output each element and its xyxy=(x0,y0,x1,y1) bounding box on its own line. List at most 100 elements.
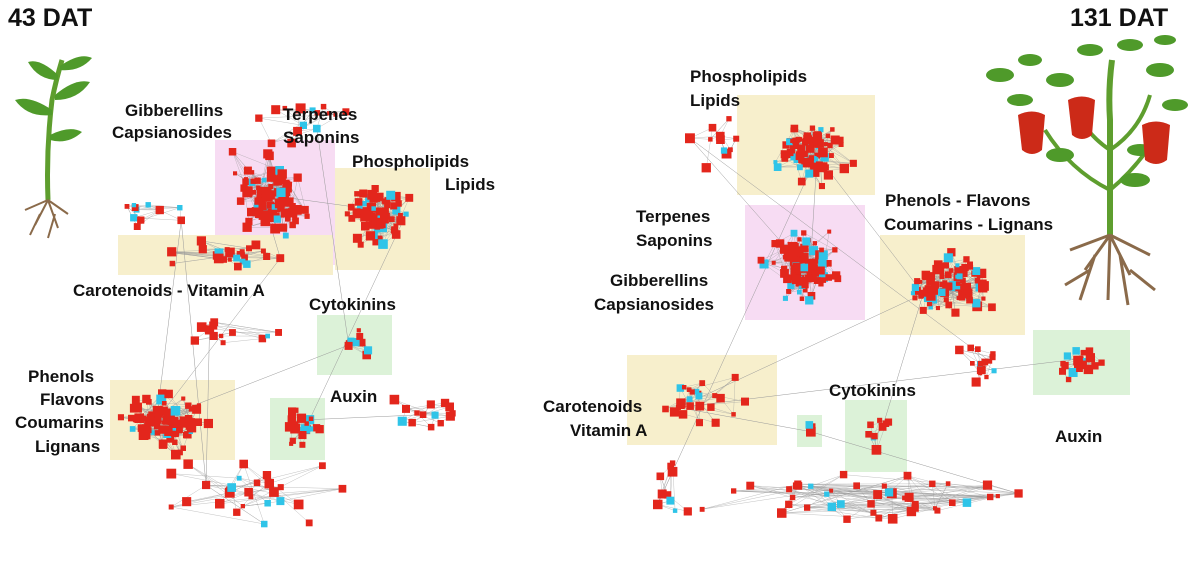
network-node xyxy=(978,371,983,376)
network-node xyxy=(198,245,207,254)
network-node xyxy=(169,260,176,267)
network-edge xyxy=(243,463,265,525)
network-node xyxy=(731,373,739,381)
plant-leaf xyxy=(1154,35,1176,45)
network-node xyxy=(741,397,749,406)
label-line: Capsianosides xyxy=(112,123,232,142)
network-node xyxy=(819,247,824,253)
network-node xyxy=(808,142,814,148)
network-node xyxy=(137,424,146,432)
network-node xyxy=(354,198,363,206)
network-node xyxy=(947,248,956,257)
network-node xyxy=(117,414,124,421)
network-node xyxy=(300,205,309,214)
network-node xyxy=(176,427,183,434)
network-edge xyxy=(180,220,207,486)
network-node xyxy=(1078,360,1087,370)
network-edge xyxy=(382,210,397,245)
cluster-label-auxin: Auxin xyxy=(1055,427,1102,446)
network-node xyxy=(186,423,197,433)
network-edge xyxy=(678,407,811,432)
network-node xyxy=(810,162,817,169)
network-node xyxy=(164,412,172,421)
network-node xyxy=(154,422,161,430)
network-node xyxy=(802,287,808,293)
network-node xyxy=(695,419,703,427)
network-node xyxy=(943,253,953,263)
cluster-label-auxin: Auxin xyxy=(330,387,377,406)
plant-leaf xyxy=(1077,44,1103,56)
network-node xyxy=(315,425,324,434)
network-node xyxy=(726,116,732,122)
network-node xyxy=(248,494,254,500)
network-edge xyxy=(733,377,736,415)
network-node xyxy=(797,144,806,153)
label-line: Coumarins xyxy=(15,413,104,432)
network-node xyxy=(771,240,779,248)
network-node xyxy=(943,297,949,303)
label-line: Phenols - Flavons xyxy=(885,191,1030,210)
network-node xyxy=(800,263,809,272)
network-node xyxy=(220,340,226,346)
network-node xyxy=(177,216,185,225)
network-node xyxy=(371,185,379,193)
network-edge xyxy=(710,407,734,415)
network-node xyxy=(180,445,186,451)
network-node xyxy=(359,189,368,198)
network-edge xyxy=(810,486,991,498)
network-node xyxy=(1085,353,1095,363)
network-node xyxy=(299,121,307,129)
network-node xyxy=(792,263,803,273)
network-node xyxy=(365,216,372,222)
network-node xyxy=(667,462,674,470)
network-edge xyxy=(878,499,910,519)
network-node xyxy=(818,127,824,133)
network-node xyxy=(944,282,953,290)
network-node xyxy=(159,406,168,416)
panel-43-dat: 43 DAT Gibberellins Capsianosides Terpen… xyxy=(8,4,495,528)
network-node xyxy=(1072,347,1080,355)
network-node xyxy=(196,236,206,246)
network-node xyxy=(287,415,296,424)
cluster-label-phospholipids-lipids: Phospholipids Lipids xyxy=(352,152,495,194)
network-node xyxy=(853,482,860,490)
network-node xyxy=(273,179,280,186)
network-edge xyxy=(733,485,797,492)
network-node xyxy=(961,282,971,293)
network-node xyxy=(215,499,225,509)
network-node xyxy=(775,239,785,248)
network-node xyxy=(678,410,688,419)
network-edge xyxy=(750,485,874,514)
network-node xyxy=(685,133,695,144)
network-node xyxy=(806,263,814,271)
network-node xyxy=(227,483,236,492)
network-edge xyxy=(888,484,988,493)
network-node xyxy=(267,139,276,148)
label-line: Saponins xyxy=(283,128,360,147)
network-node xyxy=(808,267,814,273)
cluster-label-terpenes-saponins: Terpenes Saponins xyxy=(283,105,360,147)
network-node xyxy=(818,183,825,190)
network-node xyxy=(342,108,350,116)
network-node xyxy=(796,277,806,286)
network-node xyxy=(815,139,824,148)
network-node xyxy=(799,296,805,301)
network-node xyxy=(728,147,733,153)
network-node xyxy=(956,273,963,280)
network-node xyxy=(169,419,178,428)
plant-stem xyxy=(45,59,65,201)
network-edge xyxy=(807,507,879,519)
network-node xyxy=(987,358,993,364)
network-node xyxy=(242,178,249,185)
network-node xyxy=(285,179,290,184)
network-node xyxy=(797,164,803,171)
network-node xyxy=(282,105,288,111)
network-node xyxy=(1098,359,1105,366)
network-node xyxy=(801,252,809,261)
network-node xyxy=(790,156,795,161)
network-node xyxy=(789,139,799,149)
network-node xyxy=(229,329,236,336)
network-node xyxy=(831,139,837,145)
network-node xyxy=(955,263,960,268)
